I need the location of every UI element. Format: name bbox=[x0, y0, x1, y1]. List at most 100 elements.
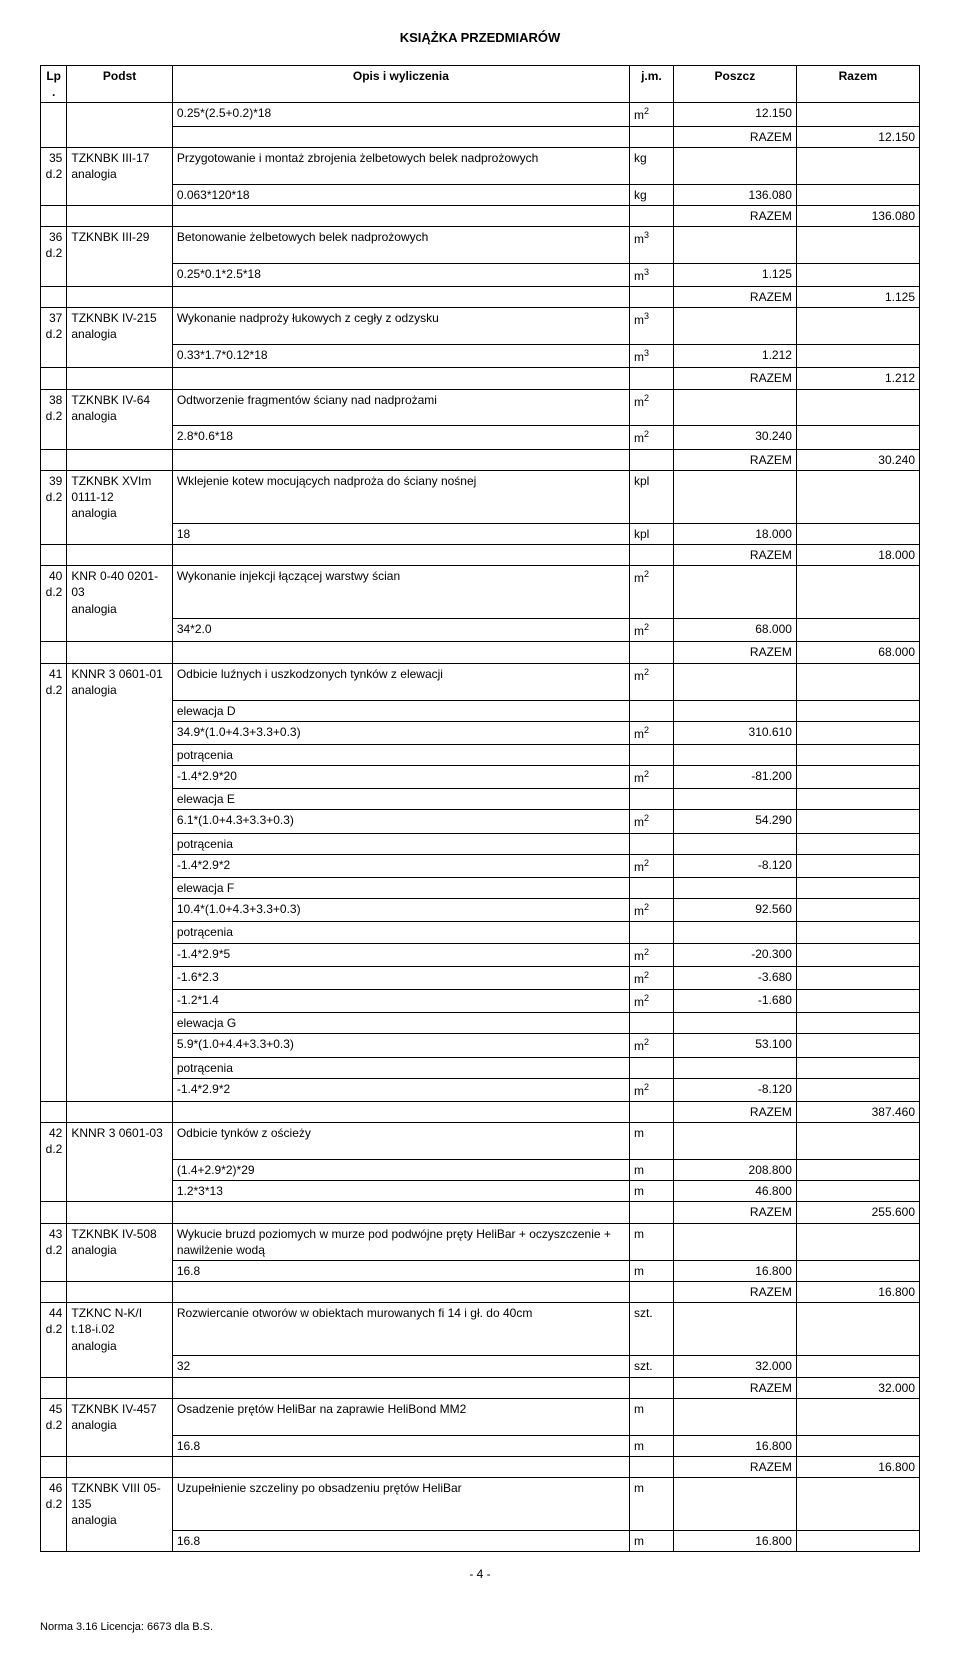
cell-opis bbox=[172, 205, 629, 226]
cell-poszcz: RAZEM bbox=[673, 368, 796, 389]
cell-opis: Wykucie bruzd poziomych w murze pod podw… bbox=[172, 1223, 629, 1260]
cell-poszcz: RAZEM bbox=[673, 642, 796, 663]
cell-razem bbox=[796, 922, 919, 943]
cell-razem bbox=[796, 663, 919, 700]
cell-podst bbox=[67, 426, 172, 449]
col-lp: Lp. bbox=[41, 66, 67, 103]
cell-podst bbox=[67, 1159, 172, 1180]
cell-opis: 0.33*1.7*0.12*18 bbox=[172, 345, 629, 368]
cell-opis: -1.4*2.9*5 bbox=[172, 943, 629, 966]
cell-poszcz: RAZEM bbox=[673, 449, 796, 470]
cell-lp bbox=[41, 205, 67, 226]
cell-podst: TZKNBK IV-457analogia bbox=[67, 1398, 172, 1435]
cell-poszcz: 53.100 bbox=[673, 1034, 796, 1057]
cell-jm bbox=[629, 789, 673, 810]
cell-lp bbox=[41, 922, 67, 943]
cell-razem bbox=[796, 470, 919, 523]
cell-poszcz: 68.000 bbox=[673, 619, 796, 642]
cell-razem bbox=[796, 1356, 919, 1377]
cell-lp bbox=[41, 523, 67, 544]
cell-lp: 39d.2 bbox=[41, 470, 67, 523]
cell-opis: -1.4*2.9*2 bbox=[172, 1078, 629, 1101]
cell-lp bbox=[41, 810, 67, 833]
cell-podst bbox=[67, 966, 172, 989]
cell-opis: -1.4*2.9*2 bbox=[172, 854, 629, 877]
cell-jm bbox=[629, 1456, 673, 1477]
cell-jm bbox=[629, 922, 673, 943]
cell-opis bbox=[172, 1202, 629, 1223]
cell-poszcz bbox=[673, 308, 796, 345]
cell-podst bbox=[67, 184, 172, 205]
cell-jm: m bbox=[629, 1398, 673, 1435]
quantities-table: Lp. Podst Opis i wyliczenia j.m. Poszcz … bbox=[40, 65, 920, 1552]
cell-jm: m2 bbox=[629, 721, 673, 744]
cell-lp bbox=[41, 1202, 67, 1223]
cell-lp bbox=[41, 721, 67, 744]
cell-razem bbox=[796, 308, 919, 345]
cell-razem: 16.800 bbox=[796, 1456, 919, 1477]
cell-opis: elewacja D bbox=[172, 700, 629, 721]
cell-poszcz bbox=[673, 1223, 796, 1260]
cell-lp bbox=[41, 1282, 67, 1303]
cell-poszcz bbox=[673, 663, 796, 700]
cell-opis: 32 bbox=[172, 1356, 629, 1377]
cell-podst bbox=[67, 700, 172, 721]
cell-opis: elewacja G bbox=[172, 1013, 629, 1034]
cell-poszcz: 12.150 bbox=[673, 103, 796, 126]
cell-podst bbox=[67, 833, 172, 854]
cell-lp bbox=[41, 966, 67, 989]
cell-lp bbox=[41, 1181, 67, 1202]
cell-jm bbox=[629, 744, 673, 765]
cell-podst: KNNR 3 0601-03 bbox=[67, 1123, 172, 1160]
cell-opis: 2.8*0.6*18 bbox=[172, 426, 629, 449]
cell-razem: 255.600 bbox=[796, 1202, 919, 1223]
cell-opis: potrącenia bbox=[172, 833, 629, 854]
cell-opis: 18 bbox=[172, 523, 629, 544]
cell-razem bbox=[796, 1034, 919, 1057]
cell-jm bbox=[629, 878, 673, 899]
cell-jm bbox=[629, 287, 673, 308]
cell-poszcz bbox=[673, 1123, 796, 1160]
col-razem: Razem bbox=[796, 66, 919, 103]
cell-opis: Odtworzenie fragmentów ściany nad nadpro… bbox=[172, 389, 629, 426]
cell-lp: 45d.2 bbox=[41, 1398, 67, 1435]
cell-opis: 0.25*0.1*2.5*18 bbox=[172, 263, 629, 286]
cell-jm: m3 bbox=[629, 263, 673, 286]
cell-poszcz bbox=[673, 744, 796, 765]
cell-podst bbox=[67, 854, 172, 877]
cell-opis: 16.8 bbox=[172, 1435, 629, 1456]
cell-jm: m2 bbox=[629, 810, 673, 833]
cell-jm bbox=[629, 1202, 673, 1223]
cell-poszcz bbox=[673, 700, 796, 721]
cell-podst bbox=[67, 1356, 172, 1377]
cell-podst bbox=[67, 1531, 172, 1552]
cell-razem bbox=[796, 566, 919, 619]
cell-podst bbox=[67, 1435, 172, 1456]
cell-poszcz bbox=[673, 833, 796, 854]
cell-podst bbox=[67, 1078, 172, 1101]
cell-opis: Betonowanie żelbetowych belek nadprożowy… bbox=[172, 227, 629, 264]
cell-jm: m bbox=[629, 1123, 673, 1160]
cell-jm: kpl bbox=[629, 470, 673, 523]
cell-razem bbox=[796, 1303, 919, 1356]
cell-jm bbox=[629, 126, 673, 147]
cell-podst bbox=[67, 899, 172, 922]
cell-lp bbox=[41, 1377, 67, 1398]
cell-podst bbox=[67, 205, 172, 226]
cell-razem bbox=[796, 989, 919, 1012]
cell-podst: TZKNBK III-29 bbox=[67, 227, 172, 264]
cell-poszcz: 46.800 bbox=[673, 1181, 796, 1202]
cell-opis: Wykonanie injekcji łączącej warstwy ścia… bbox=[172, 566, 629, 619]
cell-opis bbox=[172, 287, 629, 308]
cell-razem bbox=[796, 1078, 919, 1101]
cell-razem bbox=[796, 966, 919, 989]
cell-poszcz bbox=[673, 1013, 796, 1034]
cell-opis: -1.4*2.9*20 bbox=[172, 766, 629, 789]
cell-jm: m2 bbox=[629, 426, 673, 449]
cell-podst bbox=[67, 449, 172, 470]
cell-jm: szt. bbox=[629, 1356, 673, 1377]
cell-lp bbox=[41, 833, 67, 854]
cell-jm: m3 bbox=[629, 308, 673, 345]
cell-lp bbox=[41, 368, 67, 389]
page-number: - 4 - bbox=[40, 1567, 920, 1581]
